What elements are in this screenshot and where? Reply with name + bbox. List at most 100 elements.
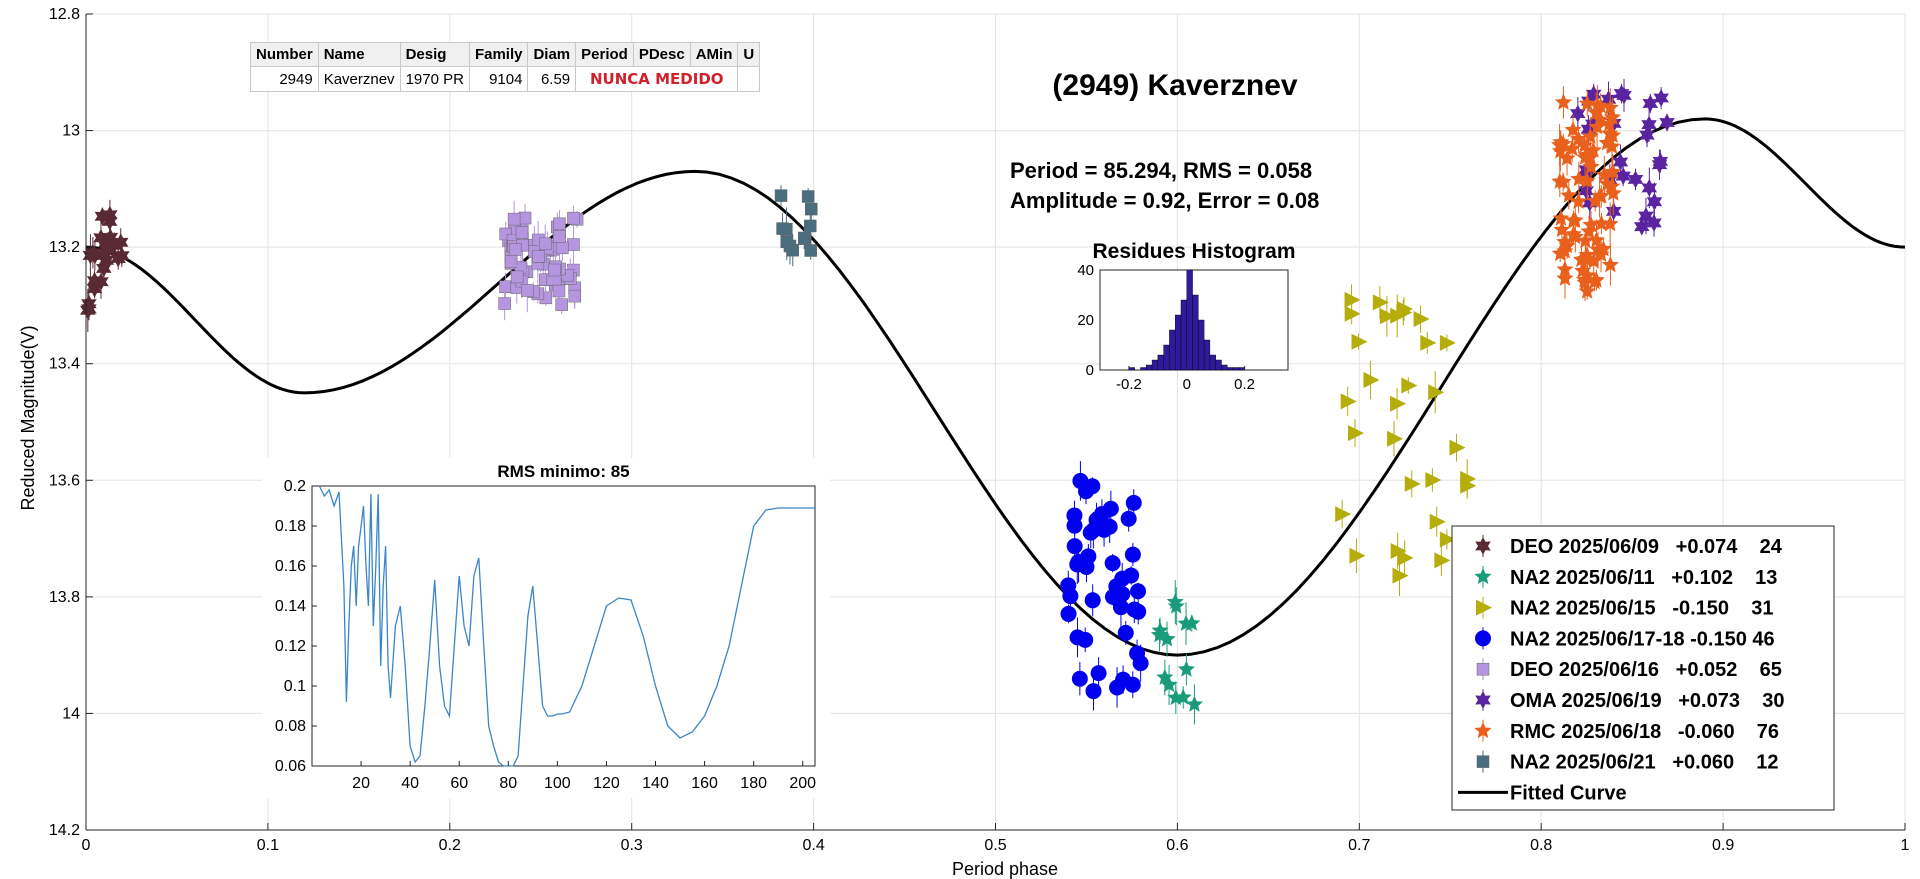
data-point [1564,211,1582,228]
data-point [1659,113,1675,132]
data-point [1387,430,1404,447]
data-point [1084,592,1101,609]
x-tick-label: 0.9 [1712,837,1734,854]
series-6 [1551,85,1622,302]
series-1 [1150,580,1203,725]
period-rms-text: Period = 85.294, RMS = 0.058 [1010,158,1312,183]
legend-marker [1475,691,1491,709]
legend: DEO 2025/06/09 +0.074 24 NA2 2025/06/11 +… [1451,525,1835,811]
data-point [804,244,817,257]
data-point [801,190,815,203]
series-7 [774,185,818,267]
data-point [1585,273,1604,290]
data-point [521,284,534,297]
data-point [1071,670,1088,687]
data-point [1588,118,1606,135]
data-point [1638,207,1654,225]
data-point [1641,115,1657,134]
data-point [1603,137,1621,154]
data-point [1603,177,1621,194]
data-point [1601,215,1619,232]
data-point [1553,220,1571,238]
data-point [1082,524,1099,541]
data-point [1439,531,1456,548]
main-axes: 0 0.1 0.2 0.3 0.4 0.5 0.6 0.7 0.8 0.9 1 12.8 13 13.2 1… [49,6,1910,854]
data-point [1576,250,1594,267]
x-tick-label: 0.4 [802,837,824,854]
rms-y-tick-label: 0.14 [275,598,306,615]
data-point [98,233,114,252]
data-point [1653,89,1669,107]
data-point [1582,215,1600,233]
info-table-data-row: 2949 Kaverznev 1970 PR 9104 6.59 NUNCA M… [250,66,761,92]
data-point [1564,121,1582,138]
data-point [1108,578,1125,595]
rms-y-tick-label: 0.16 [275,558,306,575]
histogram-bar [1203,339,1211,371]
info-header-cell: Desig [399,42,470,67]
data-point [1594,240,1612,257]
data-point [555,298,568,311]
data-point [93,228,109,247]
data-point [1551,172,1569,189]
rms-x-tick-label: 100 [544,775,571,792]
data-point [499,280,512,293]
data-point [1581,127,1599,144]
residues-histogram: Residues Histogram -0.2 0 0.2 0 20 40 [1077,240,1295,393]
data-point [1167,597,1185,614]
data-point [1101,518,1118,535]
data-point [1104,555,1121,572]
data-point [1604,184,1622,201]
data-point [1563,139,1581,157]
histogram-bar [1169,329,1176,371]
histogram-title: Residues Histogram [1092,240,1295,263]
x-axis-label: Period phase [952,859,1058,879]
data-point [1646,192,1663,211]
data-point [1604,126,1622,143]
data-point [1351,333,1368,350]
data-point [1404,475,1421,492]
series-0 [80,199,130,332]
series-4 [498,200,584,321]
x-tick-label: 0.3 [621,837,643,854]
data-point [1429,513,1446,530]
rms-x-tick-label: 160 [691,775,718,792]
data-point [1070,553,1087,570]
data-point [1156,668,1174,685]
y-tick-label: 12.8 [49,6,80,23]
data-point [776,222,789,235]
histogram-bar [1140,367,1147,371]
data-point [1130,583,1147,600]
data-point [538,237,552,251]
data-point [1072,472,1089,489]
data-point [567,238,580,251]
data-point [1347,425,1364,442]
rms-x-tick-label: 200 [789,775,816,792]
data-point [1646,213,1662,232]
legend-marker [1475,630,1491,647]
data-point [1600,115,1618,132]
data-point [1158,630,1176,647]
data-point [1123,567,1140,584]
info-header-cell: AMin [689,42,739,67]
legend-marker [1474,721,1492,739]
histogram-y-tick-label: 20 [1077,312,1094,329]
data-point [1130,603,1147,620]
data-point [1587,103,1605,121]
histogram-bar [1163,344,1170,371]
data-point [1439,334,1456,351]
data-point [568,289,582,303]
data-point [1185,695,1203,712]
data-point [567,211,580,225]
legend-label: NA2 2025/06/11 +0.102 13 [1510,567,1777,589]
histogram-x-tick-label: 0 [1183,376,1191,393]
data-point [1641,178,1658,197]
data-point [1117,624,1134,641]
y-axis-label: Reduced Magnitude(V) [18,325,38,510]
histogram-bar [1180,299,1187,371]
info-note: NUNCA MEDIDO [575,66,739,92]
legend-label: RMC 2025/06/18 -0.060 76 [1510,721,1779,743]
data-point [1634,217,1650,236]
rms-x-tick-label: 140 [642,775,669,792]
data-point [1600,90,1617,109]
